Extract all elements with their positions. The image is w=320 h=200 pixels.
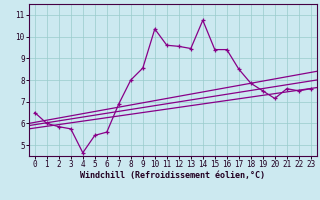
X-axis label: Windchill (Refroidissement éolien,°C): Windchill (Refroidissement éolien,°C) bbox=[80, 171, 265, 180]
